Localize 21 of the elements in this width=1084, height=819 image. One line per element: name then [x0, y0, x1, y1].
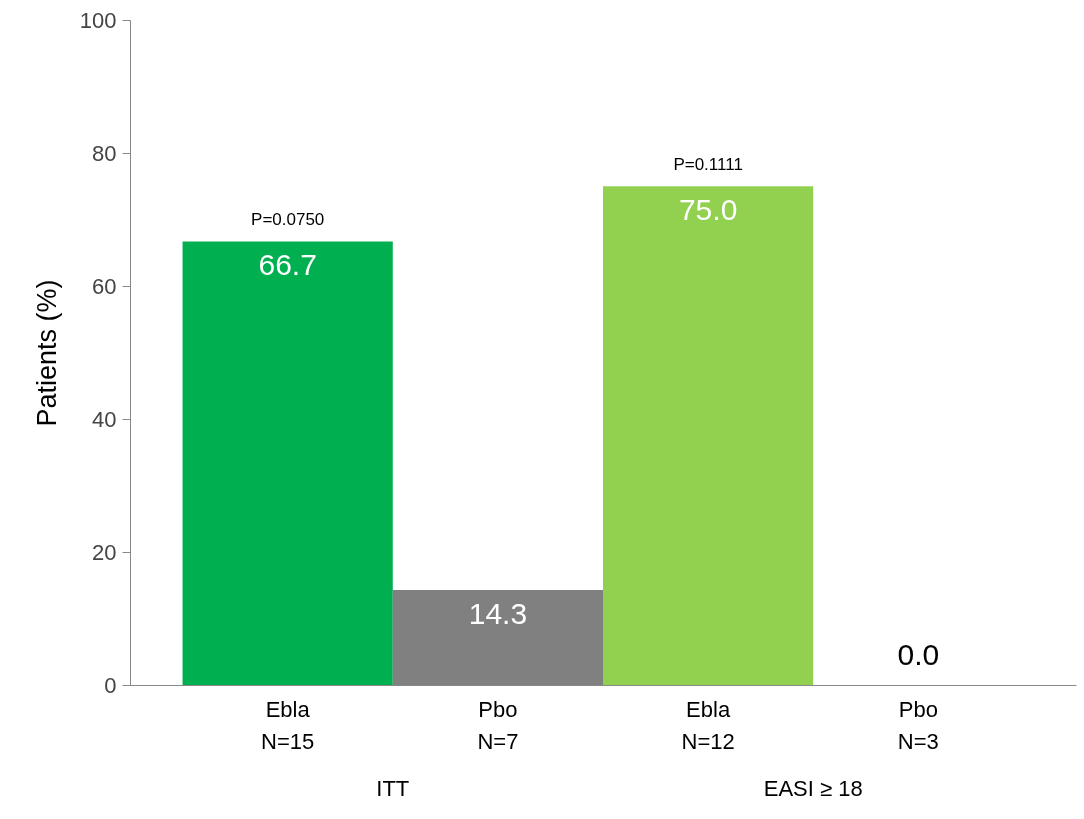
x-tick-label: Pbo N=3 — [897, 696, 939, 754]
y-tick-label: 80 — [92, 140, 117, 166]
data-label: 66.7 — [258, 248, 317, 282]
y-tick-label: 60 — [92, 273, 117, 299]
x-tick-label: Pbo N=7 — [477, 696, 519, 754]
bar — [603, 186, 814, 685]
data-label: 0.0 — [897, 638, 940, 671]
x-tick-label: Ebla N=12 — [681, 696, 735, 754]
y-axis-title: Patients (%) — [31, 279, 62, 427]
text: ITT — [376, 776, 410, 801]
y-tick-label: 40 — [92, 406, 117, 432]
y-tick-label: 100 — [79, 7, 117, 33]
annotation: P=0.0750 — [251, 210, 325, 230]
annotation: P=0.1111 — [673, 155, 743, 175]
data-label: 14.3 — [468, 596, 528, 630]
y-tick-label: 20 — [92, 539, 117, 565]
text: EASI ≥ 18 — [763, 776, 863, 801]
y-tick-label: 0 — [104, 672, 117, 698]
data-label: 75.0 — [678, 193, 738, 227]
bar — [182, 241, 393, 685]
x-tick-label: Ebla N=15 — [261, 696, 315, 754]
